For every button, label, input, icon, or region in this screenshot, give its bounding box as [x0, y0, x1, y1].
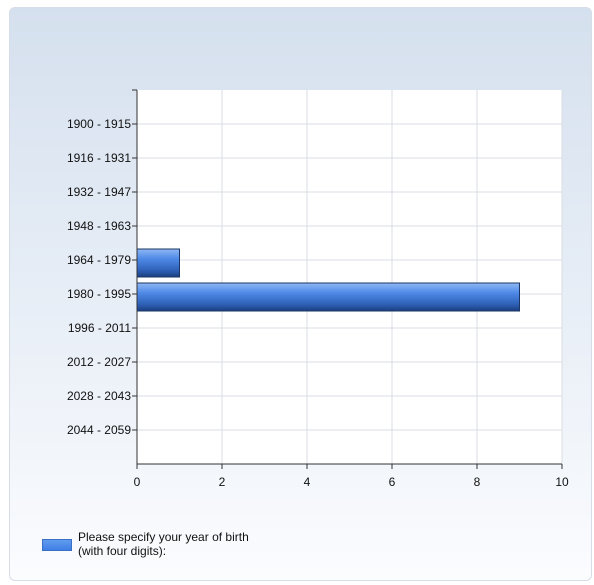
legend-swatch: [42, 539, 72, 551]
y-tick-label: 1996 - 2011: [68, 321, 131, 335]
x-tick-label: 6: [389, 475, 396, 489]
y-tick-label: 1948 - 1963: [67, 219, 131, 233]
x-tick-label: 10: [555, 475, 569, 489]
x-tick-label: 0: [134, 475, 141, 489]
bar: [136, 248, 180, 278]
x-tick-label: 8: [474, 475, 481, 489]
y-tick-label: 1932 - 1947: [67, 185, 131, 199]
y-tick-label: 1900 - 1915: [67, 117, 131, 131]
x-tick-label: 2: [219, 475, 226, 489]
legend: Please specify your year of birth (with …: [42, 530, 268, 558]
y-tick-label: 2028 - 2043: [67, 389, 131, 403]
plot-area: [137, 90, 562, 464]
y-tick-label: 2012 - 2027: [67, 355, 131, 369]
y-tick-label: 1980 - 1995: [67, 287, 131, 301]
y-tick-label: 1964 - 1979: [67, 253, 131, 267]
bar: [136, 282, 520, 312]
y-tick-label: 2044 - 2059: [67, 423, 131, 437]
x-tick-label: 4: [304, 475, 311, 489]
legend-label: Please specify your year of birth (with …: [78, 530, 249, 558]
y-tick-label: 1916 - 1931: [67, 151, 131, 165]
